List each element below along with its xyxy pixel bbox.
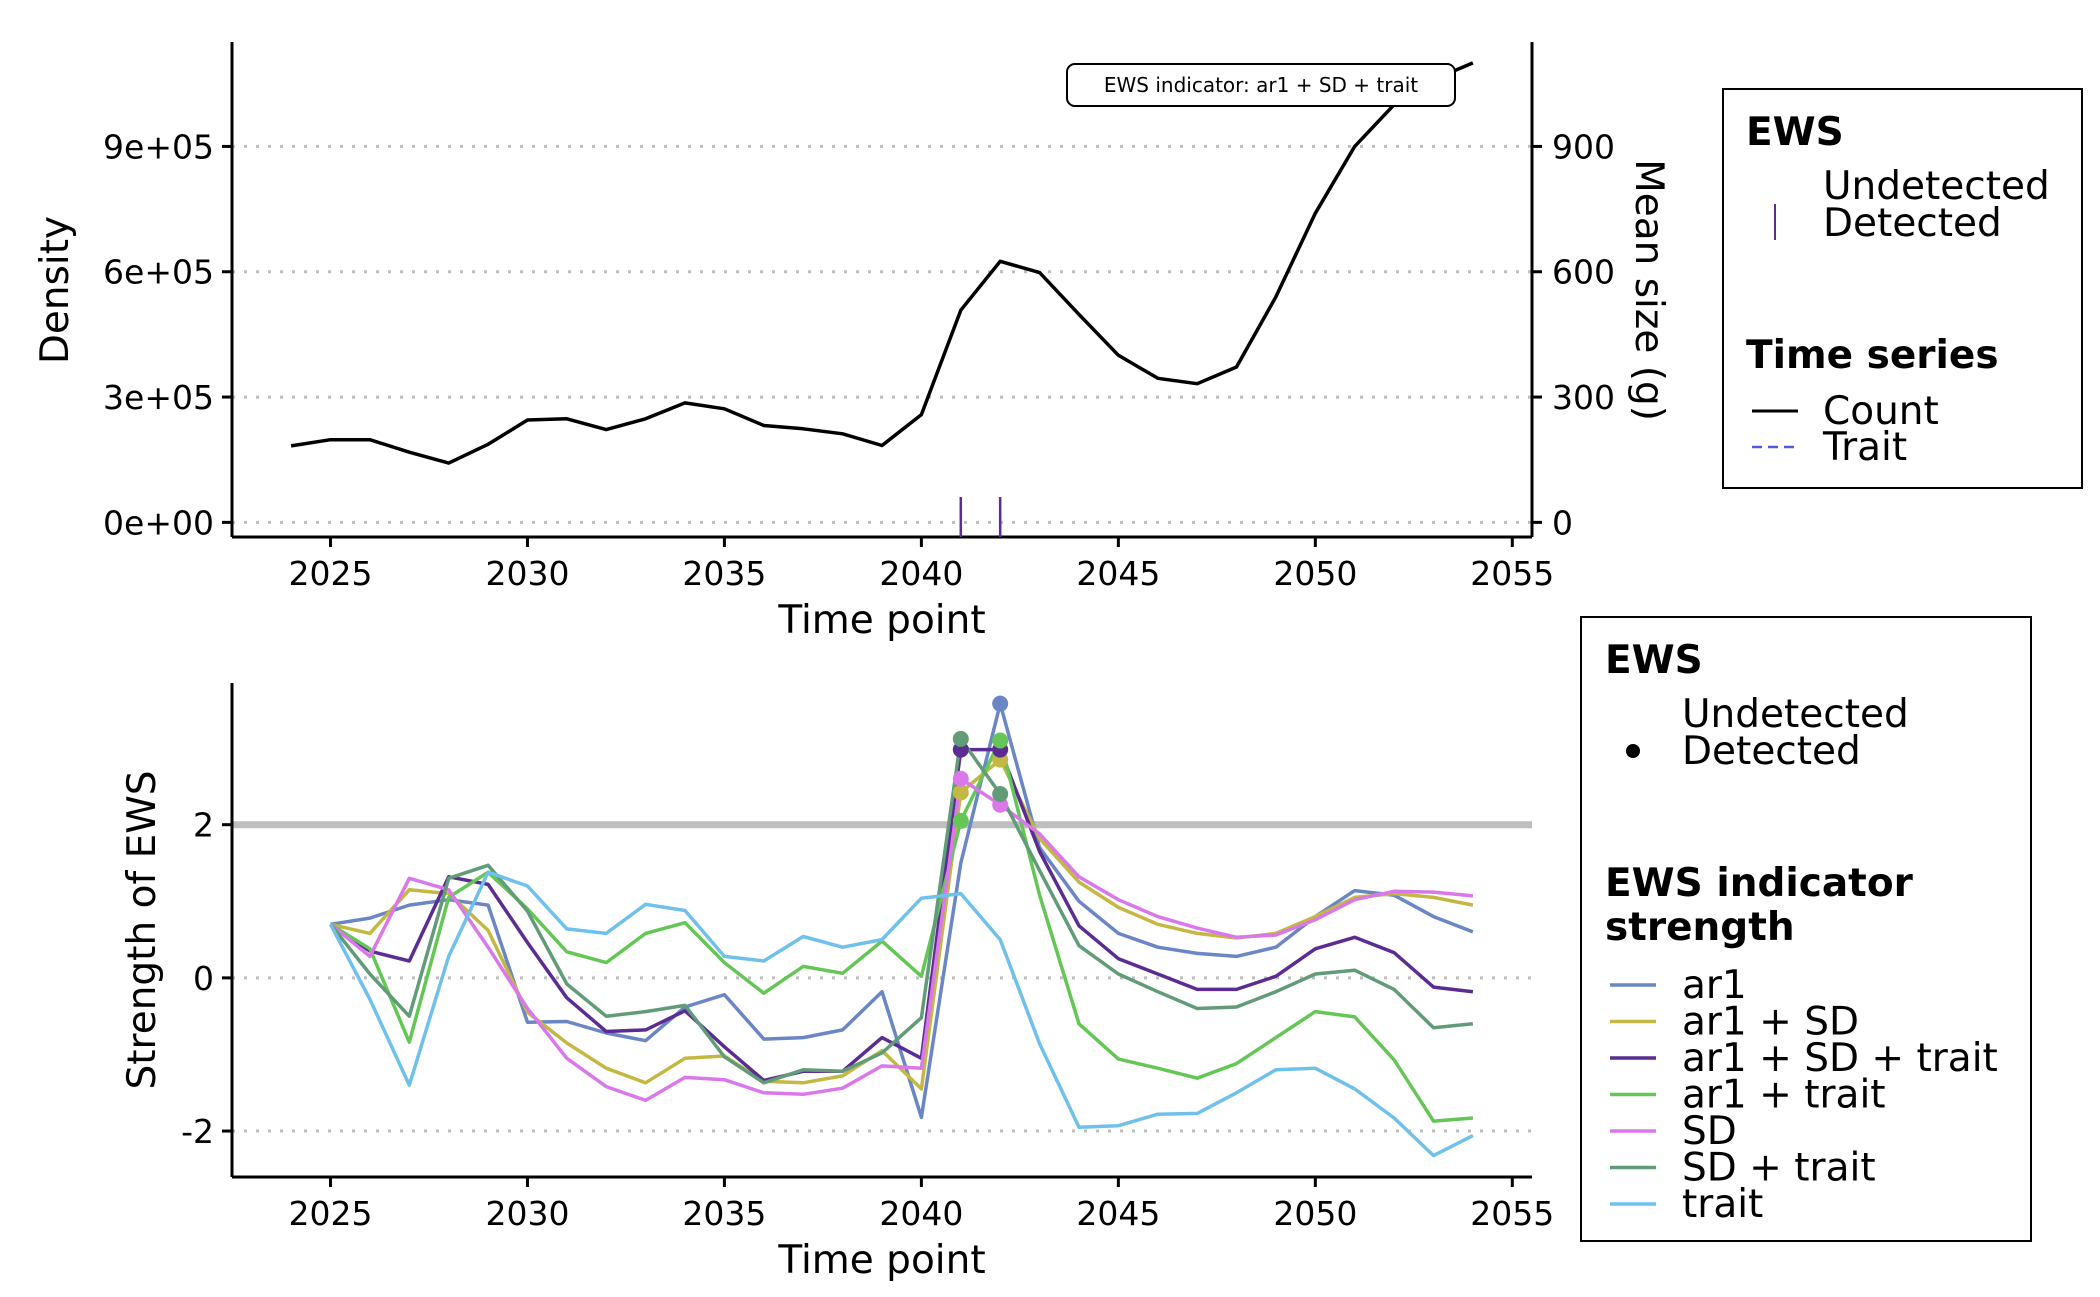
count-series-line	[290, 61, 1474, 465]
top-y-tick-label-right: 600	[1552, 253, 1615, 292]
series-line-ar1-trait	[329, 738, 1474, 1123]
bottom-y-tick-label: 0	[193, 959, 214, 998]
top-x-ticks: 2025 2030 2035 2040 2045 2050 2055	[288, 537, 1554, 593]
top-legend-detected-label: Detected	[1823, 201, 2002, 246]
top-x-axis-title: Time point	[777, 598, 985, 643]
bottom-x-tick-label: 2040	[879, 1194, 963, 1233]
bottom-y-ticks: -2 0 2	[181, 806, 232, 1151]
annotation-box	[1066, 63, 1456, 107]
legend-label-sd-trait: SD + trait	[1682, 1146, 1876, 1191]
series-line-sd-trait	[329, 737, 1474, 1085]
bottom-legend-undetected-label: Undetected	[1682, 692, 1909, 737]
top-gridlines	[232, 144, 1532, 524]
top-legend: EWS Undetected Detected Time series Coun…	[1722, 88, 2083, 489]
top-x-tick-label: 2050	[1273, 554, 1357, 593]
top-y-tick-label-right: 0	[1552, 503, 1573, 542]
top-x-tick-label: 2045	[1076, 554, 1160, 593]
top-y-tick-label: 9e+05	[103, 127, 214, 166]
legend-label-ar1-sd: ar1 + SD	[1682, 1000, 1859, 1045]
top-y-tick-label-right: 300	[1552, 378, 1615, 417]
detected-point-ar1	[992, 695, 1009, 712]
legend-label-sd: SD	[1682, 1109, 1737, 1154]
top-y-tick-label: 6e+05	[103, 253, 214, 292]
annotation-text: EWS indicator: ar1 + SD + trait	[1104, 73, 1418, 97]
bottom-series	[328, 701, 1474, 1158]
bottom-gridlines	[232, 976, 1532, 1133]
top-y-tick-label: 0e+00	[103, 503, 214, 542]
ews-indicator-annotation: EWS indicator: ar1 + SD + trait	[1066, 63, 1456, 107]
top-y-tick-label-right: 900	[1552, 127, 1615, 166]
detected-point-ar1-trait	[992, 732, 1009, 749]
bottom-x-axis-title: Time point	[777, 1238, 985, 1283]
strength-panel: 2025 2030 2035 2040 2045 2050 2055 -2 0 2 Time p…	[120, 616, 2032, 1283]
detected-point-ar1-trait	[952, 812, 969, 829]
top-y-tick-label: 3e+05	[103, 378, 214, 417]
bottom-x-tick-label: 2055	[1470, 1194, 1554, 1233]
legend-label-ar1-trait: ar1 + trait	[1682, 1073, 1886, 1118]
detected-point-sd-trait	[992, 786, 1009, 803]
series-line-sd	[329, 776, 1474, 1103]
bottom-detected-points	[952, 695, 1009, 829]
bottom-x-tick-label: 2035	[682, 1194, 766, 1233]
top-x-tick-label: 2040	[879, 554, 963, 593]
top-legend-undetected-label: Undetected	[1823, 164, 2050, 209]
bottom-x-ticks: 2025 2030 2035 2040 2045 2050 2055	[288, 1177, 1554, 1233]
detected-point-sd	[952, 770, 969, 787]
top-x-tick-label: 2035	[682, 554, 766, 593]
bottom-x-tick-label: 2050	[1273, 1194, 1357, 1233]
top-detected-marks	[959, 497, 1002, 537]
top-y-axis-title-right: Mean size (g)	[1626, 159, 1671, 421]
bottom-x-tick-label: 2045	[1076, 1194, 1160, 1233]
legend-label-ar1: ar1	[1682, 963, 1747, 1008]
top-x-tick-label: 2055	[1470, 554, 1554, 593]
top-legend-trait-label: Trait	[1822, 425, 1907, 470]
top-x-tick-label: 2030	[485, 554, 569, 593]
bottom-legend-strength-title-line1: EWS indicator	[1605, 861, 1914, 906]
series-line-trait	[328, 870, 1474, 1158]
bottom-x-tick-label: 2030	[485, 1194, 569, 1233]
bottom-legend-detected-label: Detected	[1682, 729, 1861, 774]
bottom-legend: EWS Undetected Detected EWS indicator st…	[1580, 616, 2032, 1242]
density-panel: 2025 2030 2035 2040 2045 2050 2055 0e+00 3e+05 6…	[33, 42, 2083, 643]
top-y-ticks: 0e+00 3e+05 6e+05 9e+05	[103, 127, 232, 542]
series-line-ar1-sd-trait	[329, 747, 1474, 1083]
bottom-y-tick-label: 2	[193, 806, 214, 845]
top-legend-timeseries-title: Time series	[1746, 333, 1999, 378]
bottom-legend-strength-title-line2: strength	[1605, 905, 1795, 950]
bottom-y-tick-label: -2	[181, 1112, 214, 1151]
top-legend-count-label: Count	[1823, 389, 1939, 434]
bottom-legend-ews-title: EWS	[1605, 638, 1703, 683]
bottom-y-axis-title: Strength of EWS	[120, 770, 165, 1089]
top-series	[290, 61, 1474, 465]
top-y-ticks-right: 0 300 600 900	[1532, 127, 1615, 542]
top-legend-box	[1722, 88, 2083, 489]
bottom-legend-box	[1580, 616, 2032, 1242]
detected-point-ar1-sd	[952, 784, 969, 801]
top-legend-ews-title: EWS	[1746, 110, 1844, 155]
legend-label-ar1-sd-trait: ar1 + SD + trait	[1682, 1036, 1998, 1081]
top-x-tick-label: 2025	[288, 554, 372, 593]
series-line-ar1	[330, 701, 1474, 1120]
detected-point-sd-trait	[952, 730, 969, 747]
bottom-legend-detected-key	[1626, 744, 1640, 758]
legend-label-trait: trait	[1682, 1182, 1763, 1227]
top-y-axis-title: Density	[33, 216, 78, 364]
bottom-x-tick-label: 2025	[288, 1194, 372, 1233]
